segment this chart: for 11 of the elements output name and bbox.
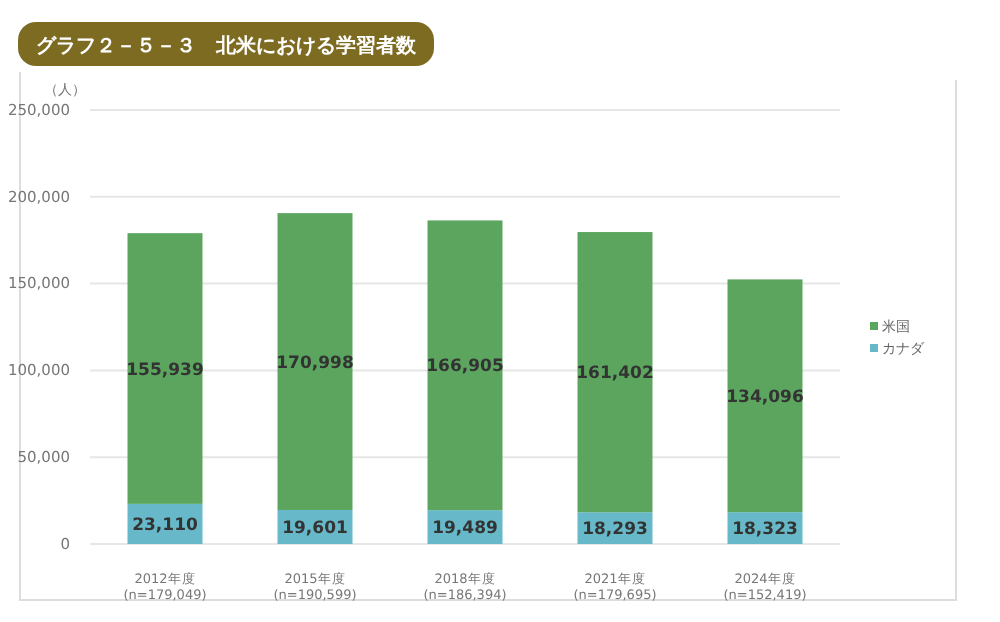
bar: [727, 279, 803, 513]
data-label: 23,110: [132, 515, 198, 536]
bar: [127, 233, 203, 504]
bar: [427, 220, 503, 511]
bar: [577, 232, 653, 513]
chart-title: グラフ２－５－３ 北米における学習者数: [36, 34, 418, 58]
data-label: 18,323: [732, 520, 798, 541]
data-label: 19,601: [282, 518, 348, 539]
data-label: 18,293: [582, 520, 648, 541]
data-label: 19,489: [432, 519, 498, 540]
bar: [277, 213, 353, 510]
